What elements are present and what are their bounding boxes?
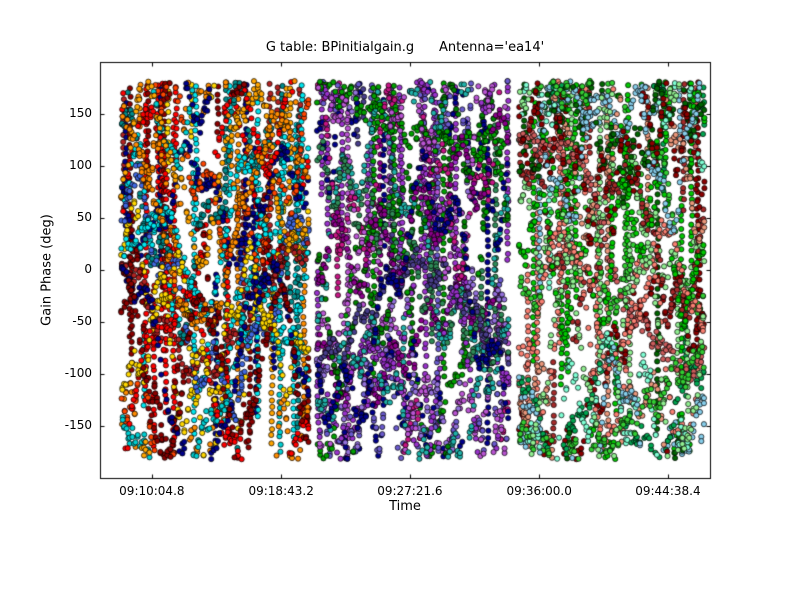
x-tick-label: 09:18:43.2 — [248, 484, 314, 498]
y-tick-label: 50 — [76, 210, 92, 224]
y-tick-label: 100 — [69, 158, 92, 172]
x-tick-label: 09:44:38.4 — [635, 484, 701, 498]
x-tick-label: 09:27:21.6 — [377, 484, 443, 498]
y-axis-label: Gain Phase (deg) — [39, 214, 55, 326]
y-tick-label: 150 — [69, 106, 92, 120]
y-tick-label: -100 — [64, 366, 92, 380]
x-tick-label: 09:10:04.8 — [119, 484, 185, 498]
plot-title: G table: BPinitialgain.g Antenna='ea14' — [265, 40, 545, 55]
y-tick-label: -50 — [72, 314, 92, 328]
x-tick-label: 09:36:00.0 — [506, 484, 572, 498]
y-tick-label: 0 — [84, 262, 92, 276]
y-tick-label: -150 — [64, 418, 92, 432]
x-axis-label: Time — [389, 499, 421, 514]
